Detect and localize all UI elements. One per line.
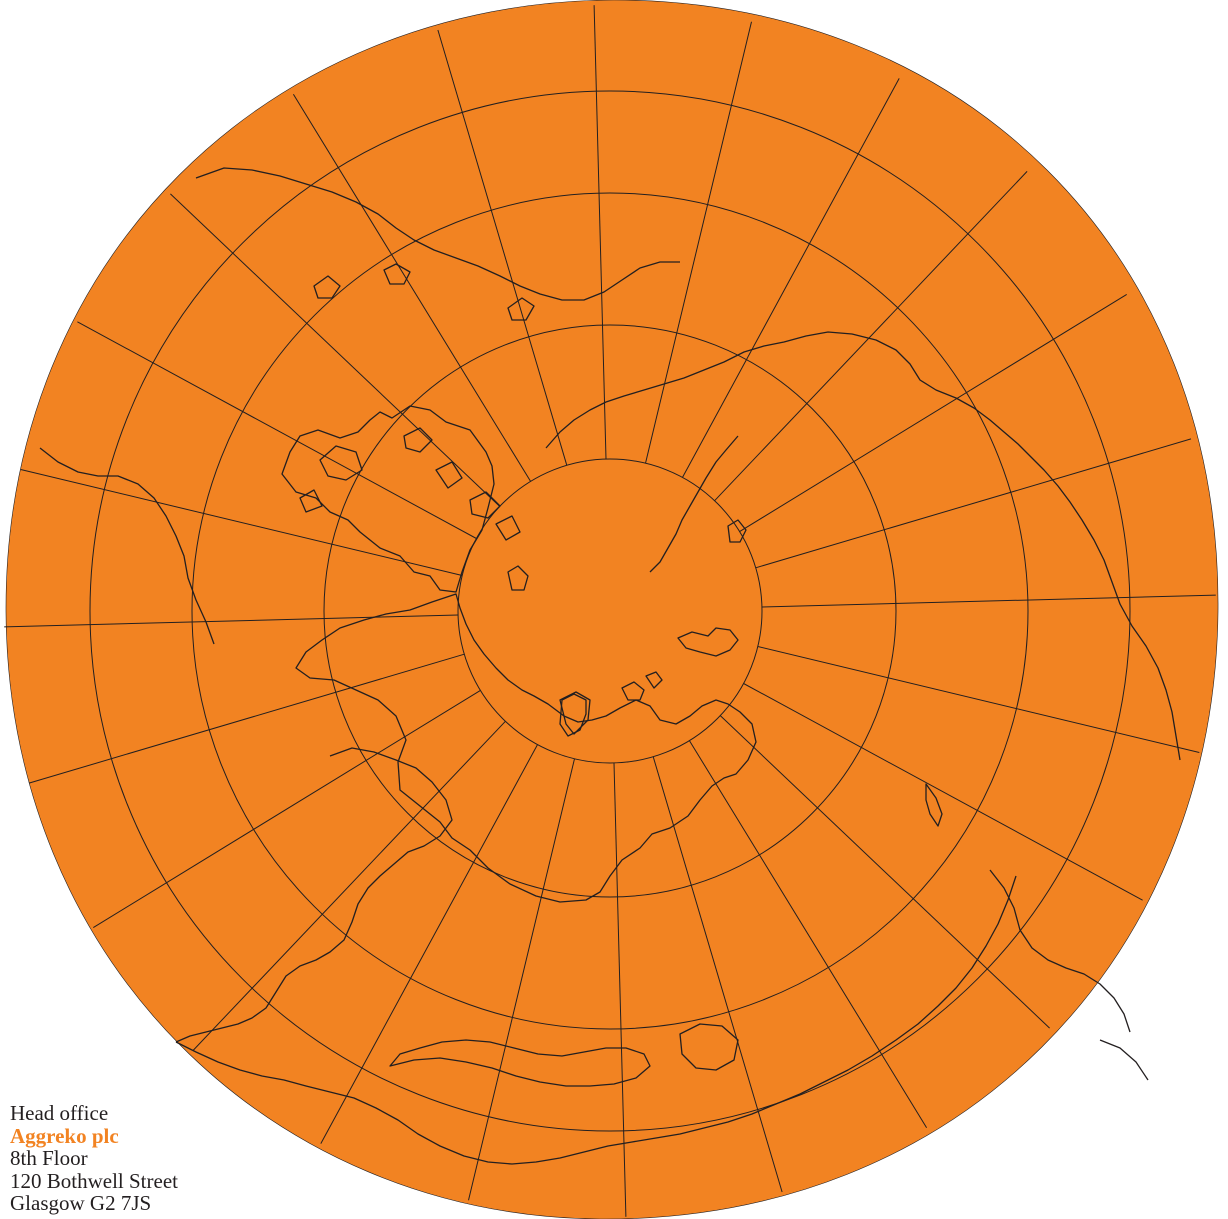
coastline-india-region [679,1023,739,1071]
meridian-line-7 [613,762,627,1217]
coastline-southeast-asia [989,869,1149,1081]
meridian-line-23 [739,293,1127,533]
latitude-circle-1 [457,458,763,764]
coastlines [39,167,1181,1165]
coastline-mediterranean [389,1039,651,1087]
meridian-line-13 [4,614,459,628]
meridian-line-3 [743,683,1143,901]
meridian-line-19 [593,5,607,460]
latitude-circle-2 [323,324,897,898]
globe-disc [5,0,1219,1219]
meridian-line-14 [20,469,463,576]
meridian-line-9 [320,744,538,1144]
meridian-line-6 [652,756,783,1193]
meridian-line-8 [468,758,575,1201]
coastline-japan [925,783,943,827]
coastline-north-america [295,593,757,903]
graticule [4,5,1216,1217]
company-name: Aggreko plc [10,1123,119,1148]
address-line-2: 120 Bothwell Street [10,1168,178,1193]
meridian-line-4 [719,715,1050,1029]
coastline-wrangel [727,519,747,543]
meridian-line-16 [170,193,501,507]
coastline-hudson-bay [559,691,591,735]
coastline-pacific-islands [313,263,535,321]
meridian-line-17 [292,94,532,482]
meridian-line-18 [437,29,568,466]
meridian-line-1 [761,594,1216,608]
meridian-line-22 [714,171,1028,502]
coastline-franz-josef [677,627,739,657]
coastline-africa-asia [175,875,1017,1165]
meridian-line-24 [755,438,1192,569]
head-office-address: Head office Aggreko plc 8th Floor 120 Bo… [10,1102,178,1215]
coastline-greenland [281,405,495,593]
coastline-eurasia [545,331,1181,761]
coastline-canadian-archipelago [299,427,521,541]
meridian-line-5 [688,740,928,1128]
meridian-line-2 [757,646,1200,753]
latitude-circle-3 [191,192,1029,1030]
coastline-west-coast [39,447,215,645]
meridian-line-20 [645,21,752,464]
meridian-line-15 [77,321,477,539]
address-line-1: 8th Floor [10,1146,88,1170]
coastline-alaska [195,167,680,301]
coastline-europe [175,747,453,1043]
meridian-line-11 [93,689,481,929]
meridian-line-21 [682,78,900,478]
coastline-svalbard [559,671,663,737]
meridian-line-12 [28,653,465,784]
address-line-3: Glasgow G2 7JS [10,1191,152,1215]
coastline-ellesmere [507,565,529,591]
address-heading: Head office [10,1101,109,1125]
latitude-circle-4 [89,90,1131,1132]
meridian-line-10 [192,720,506,1051]
